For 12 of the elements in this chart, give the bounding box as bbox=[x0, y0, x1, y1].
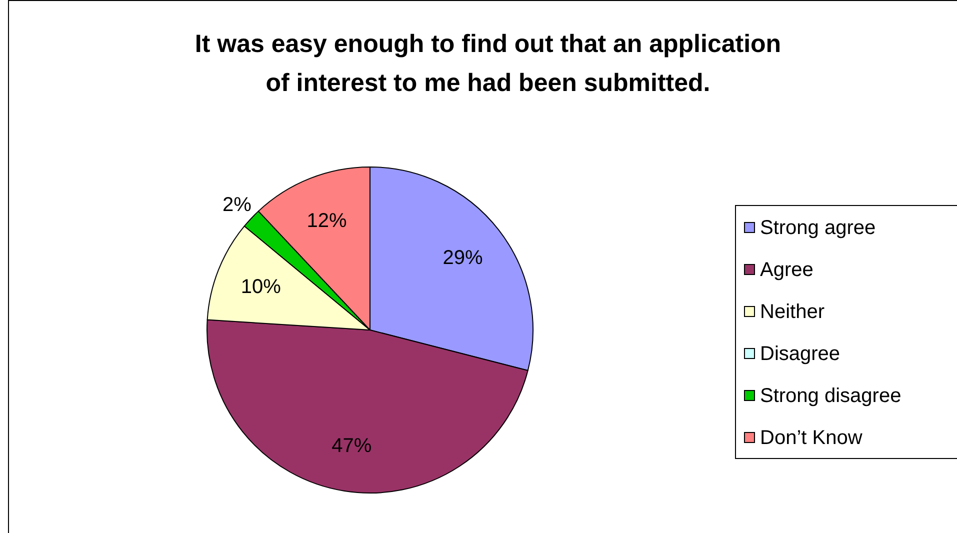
data-label: 10% bbox=[240, 276, 282, 298]
legend-label: Don’t Know bbox=[760, 427, 863, 449]
data-label: 47% bbox=[332, 434, 372, 457]
legend-label: Strong disagree bbox=[760, 385, 902, 407]
legend-label: Neither bbox=[760, 301, 825, 323]
data-label: 29% bbox=[442, 247, 483, 270]
legend-label: Disagree bbox=[760, 343, 840, 365]
data-label: 12% bbox=[306, 210, 348, 232]
legend-label: Strong agree bbox=[760, 217, 876, 239]
data-label: 2% bbox=[222, 194, 252, 216]
chart-title: It was easy enough to find out that an application of interest to me had been submitted. bbox=[194, 30, 782, 97]
legend-label: Agree bbox=[760, 259, 814, 281]
